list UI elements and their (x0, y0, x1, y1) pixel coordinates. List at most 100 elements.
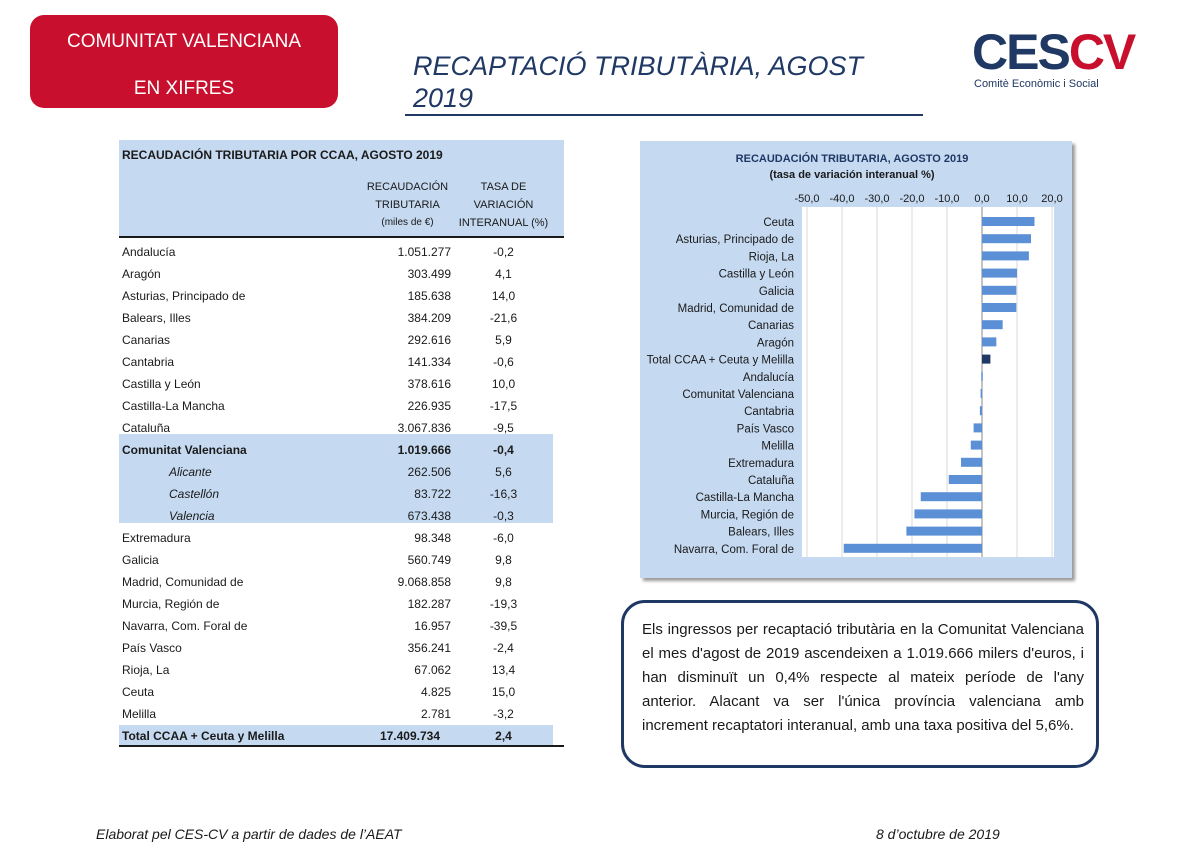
table-row: Galicia 560.749 9,8 (119, 549, 564, 571)
row-rate: -3,2 (493, 707, 514, 721)
row-revenue: 292.616 (407, 333, 451, 347)
row-region: Aragón (122, 267, 161, 281)
bar (973, 423, 982, 433)
row-rate: 4,1 (495, 267, 512, 281)
row-rate: -17,5 (489, 399, 518, 413)
row-rate: -16,3 (489, 487, 518, 501)
category-label: Castilla y León (719, 269, 794, 281)
row-region: Alicante (169, 465, 212, 479)
row-revenue: 1.051.277 (397, 245, 451, 259)
chart-grid (806, 207, 1053, 557)
row-revenue: 673.438 (407, 509, 451, 523)
table-row: Melilla 2.781 -3,2 (119, 703, 564, 725)
chart-subtitle: (tasa de variación interanual %) (769, 169, 934, 181)
page-title: RECAPTACIÓ TRIBUTÀRIA, AGOST 2019 (405, 50, 923, 116)
bar (920, 492, 982, 502)
table-row: Andalucía 1.051.277 -0,2 (119, 241, 564, 263)
category-label: Aragón (757, 337, 794, 349)
x-tick-label: -40,0 (829, 193, 854, 205)
bar (982, 303, 1017, 312)
table-row: Balears, Illes 384.209 -21,6 (119, 307, 564, 329)
row-region: Canarias (122, 333, 171, 347)
row-region: Andalucía (122, 245, 176, 259)
row-region: Comunitat Valenciana (122, 443, 247, 457)
bottom-rule (119, 745, 564, 747)
row-rate: 9,8 (495, 575, 512, 589)
row-region: Castellón (169, 487, 220, 501)
table-row: Comunitat Valenciana 1.019.666 -0,4 (119, 439, 564, 461)
bar (982, 320, 1003, 330)
row-rate: -21,6 (489, 311, 518, 325)
x-tick-label: -50,0 (794, 193, 819, 205)
category-label: Cantabria (744, 406, 794, 418)
row-revenue: 1.019.666 (397, 443, 451, 457)
row-region: Total CCAA + Ceuta y Melilla (122, 729, 285, 743)
row-revenue: 67.062 (414, 663, 451, 677)
row-region: Cantabria (122, 355, 175, 369)
row-rate: -6,0 (493, 531, 514, 545)
column-header-revenue-line-2: TRIBUTARIA (375, 199, 440, 211)
bar (843, 543, 982, 553)
row-region: Valencia (169, 509, 215, 523)
source-note: Elaborat pel CES-CV a partir de dades de… (96, 826, 402, 842)
table-row: Aragón 303.499 4,1 (119, 263, 564, 285)
row-region: Balears, Illes (122, 311, 191, 325)
column-header-revenue: RECAUDACIÓN TRIBUTARIA (miles de €) (359, 178, 456, 232)
row-revenue: 384.209 (407, 311, 451, 325)
row-revenue: 182.287 (407, 597, 451, 611)
row-rate: 5,6 (495, 465, 512, 479)
category-label: Asturias, Principado de (676, 234, 794, 246)
column-header-rate-line-2: VARIACIÓN (473, 199, 534, 211)
row-rate: 5,9 (495, 333, 512, 347)
table-row: Rioja, La 67.062 13,4 (119, 659, 564, 681)
row-revenue: 16.957 (414, 619, 451, 633)
row-revenue: 262.506 (407, 465, 451, 479)
row-rate: -19,3 (489, 597, 518, 611)
row-region: Galicia (122, 553, 159, 567)
category-label: Galicia (759, 286, 795, 298)
chart-title: RECAUDACIÓN TRIBUTARIA, AGOSTO 2019 (736, 152, 969, 165)
row-revenue: 83.722 (414, 487, 451, 501)
category-label: Rioja, La (749, 251, 795, 263)
category-label: Ceuta (763, 217, 794, 229)
bar (982, 337, 997, 347)
logo-cv: CV (1068, 24, 1136, 80)
x-tick-label: 10,0 (1006, 193, 1027, 205)
row-revenue: 356.241 (407, 641, 451, 655)
bar (982, 234, 1031, 244)
category-label: Castilla-La Mancha (696, 492, 795, 504)
table-row: Asturias, Principado de 185.638 14,0 (119, 285, 564, 307)
table-row: Valencia 673.438 -0,3 (119, 505, 564, 527)
row-revenue: 560.749 (407, 553, 451, 567)
x-tick-label: -10,0 (934, 193, 959, 205)
row-revenue: 226.935 (407, 399, 451, 413)
x-tick-label: 20,0 (1041, 193, 1062, 205)
category-label: Comunitat Valenciana (682, 389, 794, 401)
table-row: País Vasco 356.241 -2,4 (119, 637, 564, 659)
table-row: Cantabria 141.334 -0,6 (119, 351, 564, 373)
logo-subtitle: Comitè Econòmic i Social (974, 78, 1099, 90)
row-revenue: 141.334 (407, 355, 451, 369)
summary-text: Els ingressos per recaptació tributària … (642, 621, 1084, 734)
logo-ces: CES (972, 24, 1071, 80)
row-rate: 13,4 (491, 663, 516, 677)
row-revenue: 378.616 (407, 377, 451, 391)
row-revenue: 185.638 (407, 289, 451, 303)
row-rate: -0,3 (493, 509, 514, 523)
logo-wordmark: CESCV (972, 24, 1136, 80)
row-rate: -9,5 (493, 421, 514, 435)
bar (982, 354, 991, 364)
row-region: Melilla (122, 707, 157, 721)
bar (982, 285, 1017, 295)
category-label: País Vasco (737, 423, 794, 435)
x-tick-label: -20,0 (899, 193, 924, 205)
bar (982, 217, 1035, 226)
summary-note: Els ingressos per recaptació tributària … (621, 600, 1099, 768)
row-rate: 10,0 (491, 377, 516, 391)
region-badge: COMUNITAT VALENCIANA EN XIFRES (30, 15, 338, 108)
column-header-revenue-line-1: RECAUDACIÓN (366, 181, 449, 193)
category-label: Balears, Illes (728, 527, 794, 539)
column-header-rate-line-1: TASA DE (480, 181, 527, 193)
table-row: Ceuta 4.825 15,0 (119, 681, 564, 703)
table-row: Canarias 292.616 5,9 (119, 329, 564, 351)
